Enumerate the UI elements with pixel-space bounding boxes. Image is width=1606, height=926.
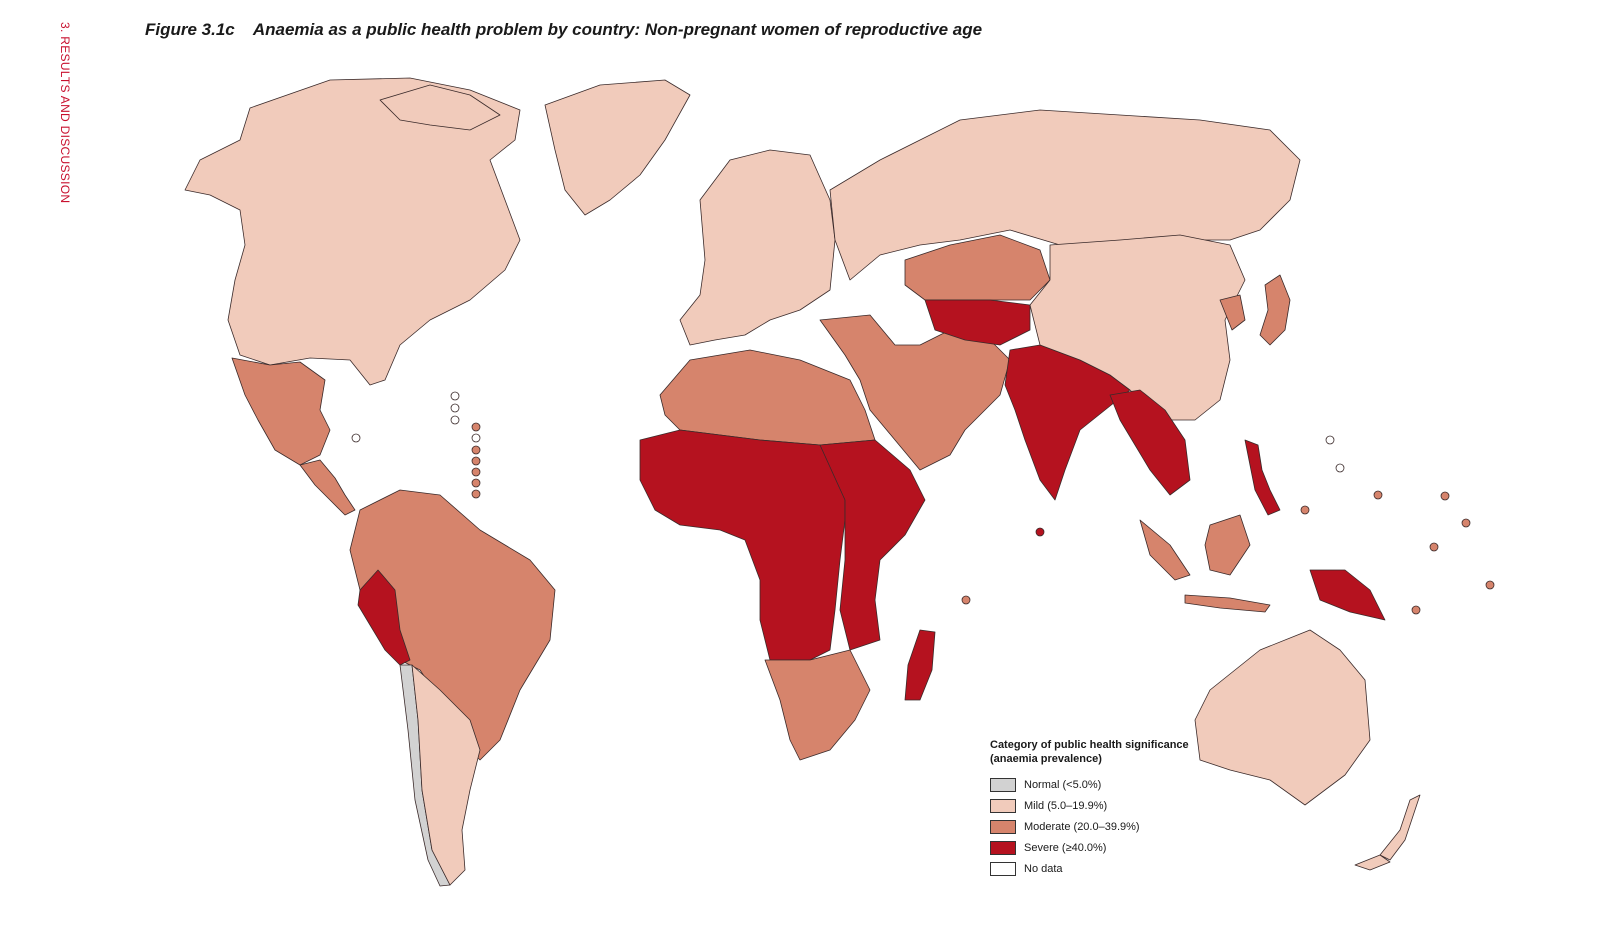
legend-label-severe: Severe (≥40.0%) (1024, 841, 1107, 854)
region-west-central-africa (639, 429, 846, 661)
region-central-america (299, 459, 356, 516)
region-borneo (1204, 514, 1251, 576)
legend-item-mild: Mild (5.0–19.9%) (990, 795, 1220, 816)
legend-swatch-moderate (990, 819, 1016, 834)
region-southern-africa (764, 649, 871, 761)
region-greenland (544, 79, 691, 216)
island-marker (1325, 435, 1335, 445)
region-mexico (231, 357, 331, 466)
island-marker (1035, 527, 1045, 537)
region-philippines (1244, 439, 1281, 516)
region-north-america (184, 77, 521, 386)
island-marker (471, 422, 481, 432)
region-indonesia (1139, 519, 1191, 581)
island-marker (471, 478, 481, 488)
region-southeast-asia (1109, 389, 1191, 496)
legend-item-nodata: No data (990, 858, 1220, 879)
region-new-zealand (1379, 794, 1421, 861)
figure-number: Figure 3.1c (145, 20, 235, 39)
map-legend: Category of public health significance (… (990, 738, 1220, 879)
island-marker (1440, 491, 1450, 501)
region-java (1184, 594, 1271, 613)
legend-item-moderate: Moderate (20.0–39.9%) (990, 816, 1220, 837)
legend-item-severe: Severe (≥40.0%) (990, 837, 1220, 858)
region-east-africa (819, 439, 926, 651)
figure-title: Figure 3.1c Anaemia as a public health p… (145, 20, 982, 40)
island-marker (1485, 580, 1495, 590)
legend-label-mild: Mild (5.0–19.9%) (1024, 799, 1108, 812)
region-peru-bolivia (357, 569, 411, 666)
region-japan-korea (1259, 274, 1291, 346)
legend-swatch-normal (990, 777, 1016, 792)
island-marker (1429, 542, 1439, 552)
region-madagascar (904, 629, 936, 701)
island-marker (1300, 505, 1310, 515)
region-europe (679, 149, 836, 346)
legend-label-normal: Normal (<5.0%) (1024, 778, 1102, 791)
island-marker (471, 456, 481, 466)
region-korea (1219, 294, 1246, 331)
region-kazakhstan (904, 234, 1051, 301)
figure-caption: Anaemia as a public health problem by co… (252, 20, 983, 39)
island-marker (471, 467, 481, 477)
island-marker (471, 445, 481, 455)
region-argentina (411, 664, 481, 886)
region-australia (1194, 629, 1371, 806)
region-north-africa (659, 349, 876, 446)
island-marker (450, 415, 460, 425)
legend-title: Category of public health significance (… (990, 739, 1189, 765)
island-marker (351, 433, 361, 443)
island-marker (1373, 490, 1383, 500)
legend-swatch-severe (990, 840, 1016, 855)
section-label: 3. RESULTS AND DISCUSSION (58, 22, 72, 204)
legend-label-moderate: Moderate (20.0–39.9%) (1024, 820, 1140, 833)
island-marker (1461, 518, 1471, 528)
region-central-asia (924, 299, 1031, 346)
region-new-zealand-south (1354, 854, 1391, 871)
island-marker (1411, 605, 1421, 615)
island-marker (961, 595, 971, 605)
legend-swatch-nodata (990, 861, 1016, 876)
island-marker (450, 391, 460, 401)
island-marker (450, 403, 460, 413)
legend-swatch-mild (990, 798, 1016, 813)
legend-item-normal: Normal (<5.0%) (990, 774, 1220, 795)
region-china-mongolia (1029, 234, 1246, 421)
region-middle-east (819, 314, 1011, 471)
region-arctic-islands (379, 84, 501, 131)
region-papua (1309, 569, 1386, 621)
island-marker (1335, 463, 1345, 473)
island-marker (471, 489, 481, 499)
legend-label-nodata: No data (1024, 862, 1063, 875)
island-marker (471, 433, 481, 443)
